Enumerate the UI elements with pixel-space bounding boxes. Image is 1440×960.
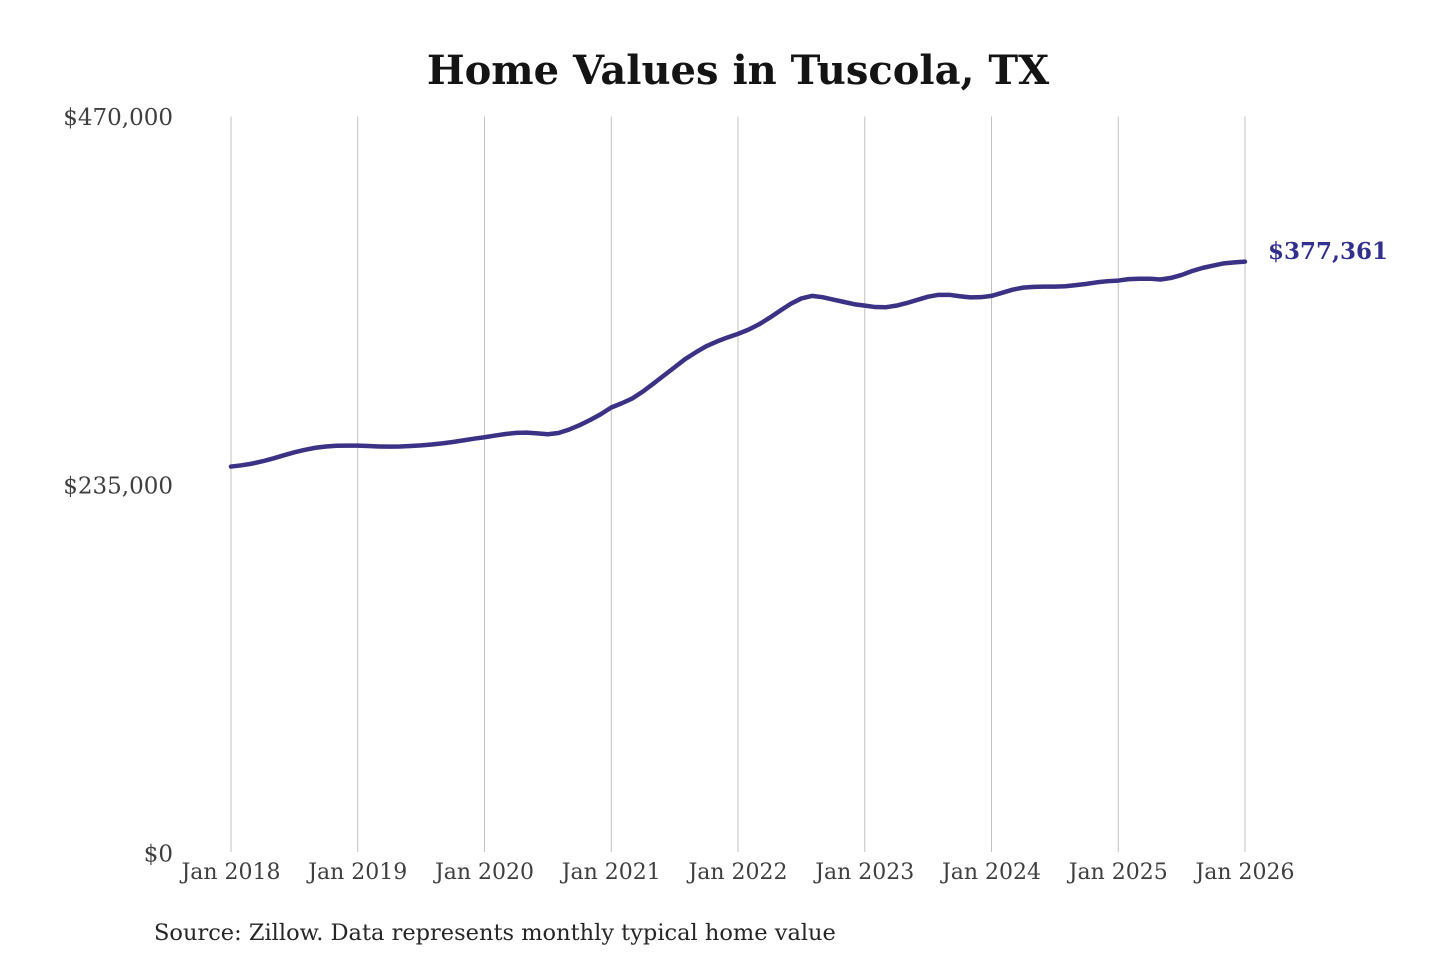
x-tick-label-jan-2023: Jan 2023 <box>813 860 914 885</box>
home-value-series-line <box>228 259 1248 469</box>
x-tick-label-jan-2019: Jan 2019 <box>306 860 407 885</box>
x-tick-label-jan-2020: Jan 2020 <box>433 860 534 885</box>
y-axis-tick-labels: $0 $235,000 $470,000 <box>63 105 173 868</box>
x-tick-label-jan-2025: Jan 2025 <box>1067 860 1168 885</box>
y-tick-label-235000: $235,000 <box>63 473 173 499</box>
x-tick-label-jan-2024: Jan 2024 <box>940 860 1041 885</box>
vertical-gridlines <box>230 116 1246 852</box>
chart-title: Home Values in Tuscola, TX <box>427 47 1049 94</box>
x-tick-label-jan-2022: Jan 2022 <box>686 860 787 885</box>
latest-value-annotation: $377,361 <box>1268 238 1388 265</box>
x-tick-label-jan-2026: Jan 2026 <box>1193 860 1294 885</box>
x-tick-label-jan-2021: Jan 2021 <box>560 860 661 885</box>
y-tick-label-0: $0 <box>144 842 173 868</box>
y-tick-label-470000: $470,000 <box>63 105 173 131</box>
x-axis-tick-labels: Jan 2018 Jan 2019 Jan 2020 Jan 2021 Jan 2022… <box>179 860 1294 885</box>
source-note: Source: Zillow. Data represents monthly … <box>154 920 836 946</box>
x-tick-label-jan-2018: Jan 2018 <box>179 860 280 885</box>
